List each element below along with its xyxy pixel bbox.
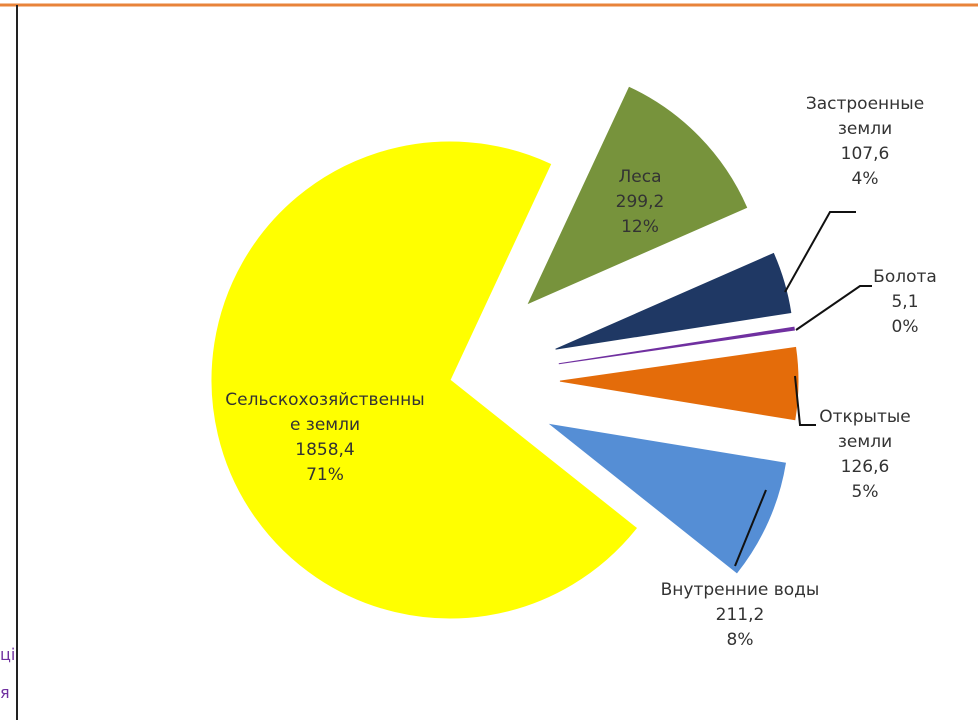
category: Застроенные земли — [805, 94, 925, 139]
category: Открытые земли — [819, 407, 911, 452]
pie-slice — [211, 141, 638, 619]
value-label: 211,2 — [715, 605, 765, 625]
leader-line — [734, 489, 767, 567]
slice-label: Внутренние воды 211,2 8% — [660, 578, 820, 653]
pie-slice — [558, 326, 795, 365]
percent-label: 4% — [851, 169, 879, 189]
slice-label: Сельскохозяйственные земли 1858,4 71% — [225, 388, 425, 488]
leader-line — [795, 285, 872, 331]
value-label: 107,6 — [840, 144, 890, 164]
slice-label: Леса 299,2 12% — [585, 165, 695, 240]
percent-label: 71% — [306, 465, 344, 485]
value-label: 126,6 — [840, 457, 890, 477]
value-label: 299,2 — [615, 192, 665, 212]
percent-label: 8% — [726, 630, 754, 650]
pie-slice — [548, 423, 786, 574]
side-text: я — [0, 683, 10, 702]
percent-label: 12% — [621, 217, 659, 237]
slice-label: Открытые земли 126,6 5% — [790, 405, 940, 505]
percent-label: 0% — [891, 317, 919, 337]
leader-line — [794, 375, 816, 426]
percent-label: 5% — [851, 482, 879, 502]
value-label: 1858,4 — [295, 440, 355, 460]
leader-lines — [734, 211, 872, 567]
pie-slice — [555, 252, 792, 350]
pie-slice — [527, 86, 748, 305]
leader-line — [784, 211, 856, 293]
slice-label: Болота 5,1 0% — [845, 265, 965, 340]
category: Внутренние воды — [660, 580, 820, 600]
category: Болота — [873, 267, 937, 287]
category: Леса — [618, 167, 662, 187]
category: Сельскохозяйственные земли — [225, 390, 425, 435]
side-text: ці — [0, 645, 16, 664]
pie-slice — [559, 346, 799, 421]
slice-label: Застроенные земли 107,6 4% — [780, 92, 950, 192]
value-label: 5,1 — [891, 292, 919, 312]
